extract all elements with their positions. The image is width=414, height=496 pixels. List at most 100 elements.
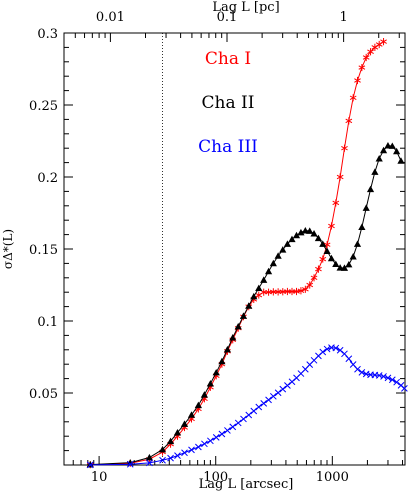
data-point	[306, 281, 314, 289]
y-tick-label: 0.1	[37, 315, 58, 330]
data-point	[297, 228, 305, 236]
data-point	[212, 433, 220, 441]
data-point	[229, 423, 237, 431]
data-point	[345, 117, 353, 125]
data-point	[269, 259, 277, 267]
data-point	[306, 227, 314, 234]
x-tick-label: 10	[91, 470, 108, 485]
data-point	[265, 396, 272, 404]
data-point	[393, 147, 401, 155]
data-point	[349, 253, 357, 260]
x-top-tick-label: 0.1	[217, 10, 238, 25]
data-point	[146, 459, 153, 467]
x-top-tick-label: 0.01	[96, 10, 125, 25]
data-point	[200, 391, 209, 398]
data-point	[345, 355, 353, 363]
data-point	[384, 142, 392, 149]
series-line-3	[90, 347, 405, 466]
series-layer	[86, 38, 408, 469]
data-point	[388, 376, 396, 384]
data-point	[362, 204, 370, 211]
data-point	[327, 254, 336, 262]
data-point	[332, 344, 340, 352]
data-point	[323, 247, 331, 255]
data-point	[86, 461, 94, 469]
data-point	[269, 392, 277, 400]
data-point	[218, 430, 226, 438]
data-point	[367, 48, 374, 56]
data-point	[223, 345, 232, 353]
series-line-1	[90, 41, 384, 466]
data-point	[401, 385, 408, 392]
data-point	[353, 240, 362, 247]
data-point	[279, 385, 287, 393]
data-point	[297, 287, 305, 295]
data-point	[194, 401, 202, 409]
data-point	[234, 322, 242, 330]
data-point	[173, 429, 182, 436]
data-point	[188, 446, 195, 454]
data-point	[379, 146, 388, 154]
data-point	[274, 252, 282, 259]
data-point	[292, 231, 301, 239]
y-tick-label: 0.05	[29, 387, 58, 402]
data-point	[145, 453, 154, 461]
data-point	[245, 411, 253, 419]
data-point	[260, 276, 268, 283]
legend-cha-ii: Cha II	[202, 93, 255, 113]
data-point	[167, 454, 174, 462]
data-point	[328, 222, 335, 230]
data-point	[345, 260, 353, 268]
data-point	[181, 449, 188, 457]
data-point	[354, 76, 361, 85]
data-point	[240, 415, 247, 423]
data-point	[366, 185, 375, 193]
data-point	[349, 94, 357, 102]
data-point	[358, 223, 366, 230]
data-point	[218, 357, 226, 365]
data-point	[340, 264, 349, 271]
data-point	[207, 437, 214, 445]
data-point	[234, 419, 242, 427]
data-point	[362, 53, 370, 62]
data-point	[255, 403, 263, 411]
data-point	[255, 284, 263, 292]
data-point	[336, 346, 344, 354]
data-point	[126, 460, 134, 468]
data-point	[371, 168, 379, 175]
data-point	[319, 348, 327, 356]
data-point	[354, 365, 361, 373]
data-point	[250, 407, 258, 415]
data-point	[384, 374, 392, 382]
data-point	[315, 265, 322, 273]
data-point	[274, 389, 282, 397]
data-point	[358, 369, 366, 376]
x-tick-label: 1000	[316, 470, 349, 485]
data-point	[195, 443, 202, 451]
y-tick-label: 0.15	[29, 243, 58, 258]
data-point	[397, 157, 405, 164]
x-tick-label: 100	[203, 470, 228, 485]
ticks-layer: 10 100 1000 0.01 0.1 1 0.05 0.1 0.15 0.2 0.25 0.3	[29, 10, 405, 485]
data-point	[336, 173, 344, 181]
data-point	[158, 445, 167, 453]
data-point	[250, 292, 258, 300]
legend-cha-iii: Cha III	[198, 137, 258, 157]
data-point	[283, 240, 292, 247]
data-point	[380, 373, 387, 380]
data-point	[166, 437, 175, 445]
data-point	[332, 260, 340, 267]
data-point	[284, 382, 291, 389]
data-point	[314, 234, 323, 242]
x-axis-label: Lag L [arcsec]	[199, 477, 294, 492]
data-point	[159, 456, 166, 464]
y-axis-label: σΔ*(L)	[1, 229, 15, 269]
y-tick-label: 0.25	[29, 99, 58, 114]
data-point	[388, 142, 396, 149]
data-point	[380, 38, 387, 46]
data-point	[229, 333, 237, 341]
data-point	[180, 420, 189, 427]
data-point	[212, 368, 220, 376]
x-top-tick-label: 1	[339, 10, 347, 25]
